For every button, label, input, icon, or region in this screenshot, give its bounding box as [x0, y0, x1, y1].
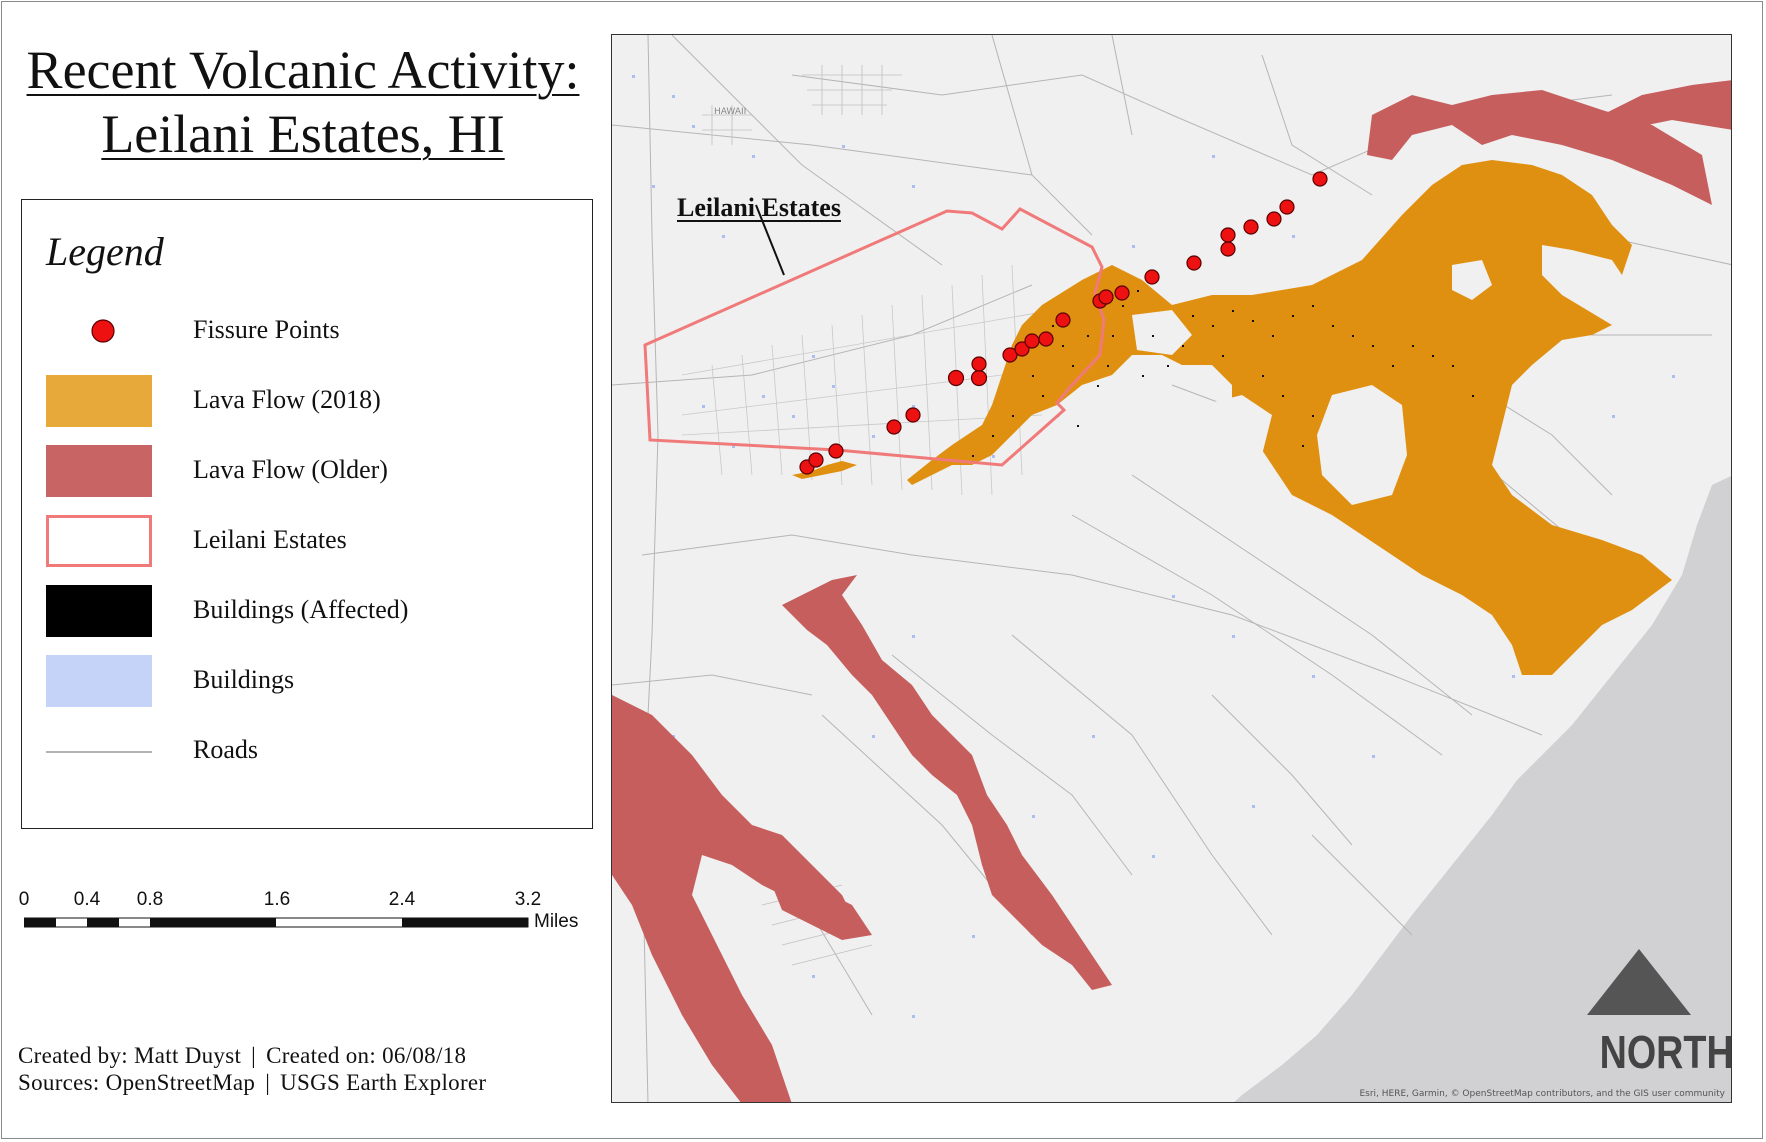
map-frame[interactable]: Leilani Estates HAWAII NORTH Esri, HERE,…: [611, 34, 1732, 1103]
fissure-point: [1038, 331, 1054, 347]
legend-item-buildings-affected: Buildings (Affected): [46, 585, 576, 637]
scale-units: Miles: [534, 911, 579, 932]
fissure-point: [971, 356, 987, 372]
map-credits: Created by: Matt Duyst | Created on: 06/08…: [18, 1043, 487, 1095]
scale-tick-label: 0.8: [136, 889, 164, 910]
fissure-point: [905, 407, 921, 423]
scale-tick-label: 3.2: [514, 889, 542, 910]
lava-flow-older: [612, 80, 1731, 1102]
map-canvas[interactable]: [612, 35, 1732, 1103]
created-on: Created on: 06/08/18: [266, 1043, 467, 1068]
affected-buildings-layer: [972, 290, 1474, 457]
legend-label: Roads: [193, 735, 258, 764]
callout-leader: [755, 204, 785, 276]
leilani-estates-callout: Leilani Estates: [677, 193, 841, 222]
fissure-point: [1098, 289, 1114, 305]
scale-tick-label: 0: [18, 889, 30, 910]
fissure-point: [886, 419, 902, 435]
legend-item-leilani-estates: Leilani Estates: [46, 515, 576, 567]
leilani-estates-swatch: [46, 515, 152, 567]
fissure-points: [799, 171, 1328, 475]
legend-item-fissure-points: Fissure Points: [46, 305, 576, 355]
fissure-trail: [792, 461, 857, 479]
fissure-point: [1024, 333, 1040, 349]
fissure-point: [1312, 171, 1328, 187]
fissure-point: [1266, 211, 1282, 227]
fissure-point-swatch: [91, 319, 115, 343]
buildings-affected-swatch: [46, 585, 152, 637]
legend-item-lava-older: Lava Flow (Older): [46, 445, 576, 497]
fissure-point: [1114, 285, 1130, 301]
legend-item-roads: Roads: [46, 725, 576, 775]
place-label-hawaii: HAWAII: [714, 107, 747, 117]
legend-label: Lava Flow (Older): [193, 455, 388, 484]
legend-item-buildings: Buildings: [46, 655, 576, 707]
legend-label: Leilani Estates: [193, 525, 347, 554]
legend-item-lava-2018: Lava Flow (2018): [46, 375, 576, 427]
scale-bar: 0 0.4 0.8 1.6 2.4 3.2 Miles: [18, 889, 610, 949]
roads-swatch: [46, 751, 152, 753]
lava-older-swatch: [46, 445, 152, 497]
north-label: NORTH: [1599, 1026, 1732, 1078]
sources-usgs: USGS Earth Explorer: [280, 1070, 487, 1095]
fissure-point: [1002, 347, 1018, 363]
north-arrow-icon: [1587, 949, 1691, 1015]
fissure-point: [1243, 219, 1259, 235]
legend-label: Buildings: [193, 665, 295, 694]
created-by: Created by: Matt Duyst: [18, 1043, 242, 1068]
ocean: [1234, 475, 1731, 1102]
fissure-point: [1220, 241, 1236, 257]
lava-flow-islands: [1132, 260, 1492, 505]
title-line-1: Recent Volcanic Activity:: [26, 40, 580, 100]
scale-bar-graphic: [24, 917, 529, 928]
legend-heading: Legend: [46, 229, 164, 274]
fissure-point: [1014, 341, 1030, 357]
fissure-point: [1144, 269, 1160, 285]
fissure-point: [1279, 199, 1295, 215]
fissure-point: [1055, 312, 1071, 328]
map-attribution: Esri, HERE, Garmin, © OpenStreetMap cont…: [1359, 1089, 1725, 1099]
fissure-point: [808, 452, 824, 468]
map-title: Recent Volcanic Activity: Leilani Estate…: [0, 40, 606, 164]
fissure-point: [970, 369, 988, 387]
lava-2018-swatch: [46, 375, 152, 427]
buildings-swatch: [46, 655, 152, 707]
title-line-2: Leilani Estates, HI: [101, 104, 505, 164]
legend-label: Fissure Points: [193, 315, 340, 344]
scale-tick-label: 0.4: [73, 889, 101, 910]
scale-tick-label: 1.6: [263, 889, 291, 910]
legend-label: Lava Flow (2018): [193, 385, 381, 414]
fissure-point: [828, 443, 844, 459]
legend-panel: Legend Fissure Points Lava Flow (2018) L…: [21, 199, 593, 829]
fissure-point: [1220, 227, 1236, 243]
fissure-point: [947, 369, 965, 387]
legend-label: Buildings (Affected): [193, 595, 409, 624]
leilani-estates-boundary: [643, 207, 1106, 467]
buildings-layer: [632, 75, 1675, 1018]
fissure-point: [1186, 255, 1202, 271]
sources: Sources: OpenStreetMap: [18, 1070, 256, 1095]
scale-tick-label: 2.4: [388, 889, 416, 910]
